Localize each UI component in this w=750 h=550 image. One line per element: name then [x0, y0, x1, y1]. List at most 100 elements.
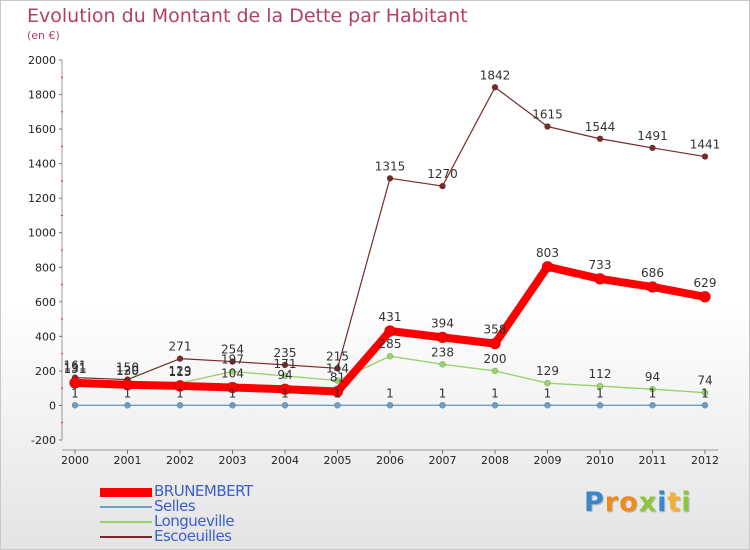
logo-letter: P — [584, 487, 605, 518]
data-label-escoeuilles: 1615 — [532, 108, 563, 122]
data-point-longueville — [596, 382, 604, 390]
data-label-selles: 1 — [176, 386, 184, 400]
data-label-selles: 1 — [701, 386, 709, 400]
data-label-brunembert: 686 — [641, 266, 664, 280]
data-label-escoeuilles: 254 — [221, 343, 244, 357]
data-point-selles — [596, 401, 604, 409]
logo-letter: x — [638, 487, 658, 518]
data-point-escoeuilles — [386, 175, 394, 182]
data-label-escoeuilles: 271 — [169, 340, 192, 354]
data-point-brunembert — [226, 381, 239, 394]
x-tick-label: 2008 — [481, 454, 509, 467]
chart-title: Evolution du Montant de la Dette par Hab… — [27, 5, 468, 27]
data-point-selles — [176, 401, 184, 409]
data-point-longueville — [386, 352, 394, 360]
data-label-longueville: 171 — [274, 357, 297, 371]
data-point-selles — [701, 401, 709, 409]
data-point-brunembert — [174, 380, 186, 392]
legend-swatch-brunembert — [100, 487, 152, 497]
data-label-longueville: 74 — [697, 374, 712, 388]
data-label-longueville: 197 — [221, 352, 244, 366]
data-point-selles — [281, 401, 289, 409]
data-label-selles: 1 — [71, 386, 79, 400]
x-tick-label: 2012 — [691, 454, 719, 467]
y-tick-label: 600 — [35, 296, 56, 309]
logo-letter: i — [657, 487, 668, 518]
chart-subtitle: (en €) — [27, 29, 60, 42]
x-tick-label: 2010 — [586, 454, 614, 467]
y-tick-label: 1200 — [28, 192, 56, 205]
data-label-selles: 1 — [491, 386, 499, 400]
data-point-escoeuilles — [439, 182, 446, 190]
data-point-escoeuilles — [176, 355, 184, 362]
data-label-selles: 1 — [544, 386, 552, 400]
data-point-longueville — [649, 385, 656, 393]
data-label-escoeuilles: 1842 — [480, 68, 511, 82]
data-point-escoeuilles — [544, 123, 551, 130]
data-point-brunembert — [121, 378, 134, 391]
x-tick-label: 2000 — [61, 454, 89, 467]
data-point-escoeuilles — [491, 83, 499, 91]
data-point-escoeuilles — [701, 153, 709, 160]
logo-letter: o — [619, 487, 639, 518]
logo-letter: t — [667, 487, 682, 518]
x-tick-label: 2005 — [324, 454, 352, 467]
legend-swatch-longueville — [100, 521, 152, 523]
legend-swatch-selles — [100, 506, 152, 508]
data-point-brunembert — [541, 260, 554, 273]
data-point-brunembert — [331, 385, 344, 398]
data-label-escoeuilles: 1315 — [375, 159, 406, 173]
data-label-selles: 1 — [334, 386, 342, 400]
legend-label-selles: Selles — [154, 497, 196, 515]
data-label-brunembert: 394 — [431, 316, 454, 330]
data-point-escoeuilles — [334, 365, 341, 372]
y-tick-label: 2000 — [28, 54, 56, 67]
data-point-selles — [124, 401, 131, 409]
data-label-escoeuilles: 1441 — [690, 138, 721, 152]
data-point-selles — [649, 401, 656, 409]
x-tick-label: 2001 — [114, 454, 142, 467]
y-tick-label: 800 — [35, 261, 56, 274]
y-tick-label: 1000 — [28, 227, 56, 240]
y-tick-label: 0 — [49, 399, 56, 412]
y-tick-label: 200 — [35, 365, 56, 378]
y-tick-label: 400 — [35, 330, 56, 343]
legend-swatch-escoeuilles — [100, 536, 152, 538]
data-point-selles — [229, 401, 236, 409]
x-tick-label: 2006 — [376, 454, 404, 467]
data-point-longueville — [229, 368, 236, 375]
y-tick-label: 1800 — [28, 89, 56, 102]
legend-label-brunembert: BRUNEMBERT — [154, 482, 253, 500]
data-point-escoeuilles — [596, 135, 604, 143]
logo-letter: r — [604, 487, 620, 518]
data-point-longueville — [491, 367, 499, 375]
data-label-longueville: 130 — [116, 364, 139, 378]
data-label-escoeuilles: 1544 — [585, 120, 616, 134]
data-label-brunembert: 131 — [64, 362, 87, 376]
y-tick-label: 1600 — [28, 123, 56, 136]
data-label-selles: 1 — [596, 386, 604, 400]
data-label-selles: 1 — [281, 386, 289, 400]
data-point-brunembert — [436, 331, 449, 344]
data-label-brunembert: 358 — [484, 323, 507, 337]
data-point-longueville — [334, 377, 341, 384]
data-point-longueville — [439, 361, 446, 368]
x-tick-label: 2004 — [271, 454, 299, 467]
x-tick-label: 2011 — [639, 454, 667, 467]
data-label-brunembert: 104 — [221, 366, 244, 380]
data-point-brunembert — [69, 377, 81, 389]
data-point-longueville — [281, 372, 289, 380]
data-label-escoeuilles: 161 — [64, 359, 87, 373]
data-label-escoeuilles: 235 — [274, 346, 297, 360]
data-point-selles — [334, 401, 341, 409]
data-label-brunembert: 803 — [536, 246, 559, 260]
data-label-selles: 1 — [439, 386, 447, 400]
x-tick-label: 2003 — [219, 454, 247, 467]
data-label-brunembert: 120 — [116, 364, 139, 378]
data-point-selles — [491, 401, 499, 409]
data-label-brunembert: 431 — [379, 310, 402, 324]
data-label-escoeuilles: 215 — [326, 349, 349, 363]
data-point-brunembert — [594, 273, 606, 285]
data-label-longueville: 94 — [645, 370, 660, 384]
